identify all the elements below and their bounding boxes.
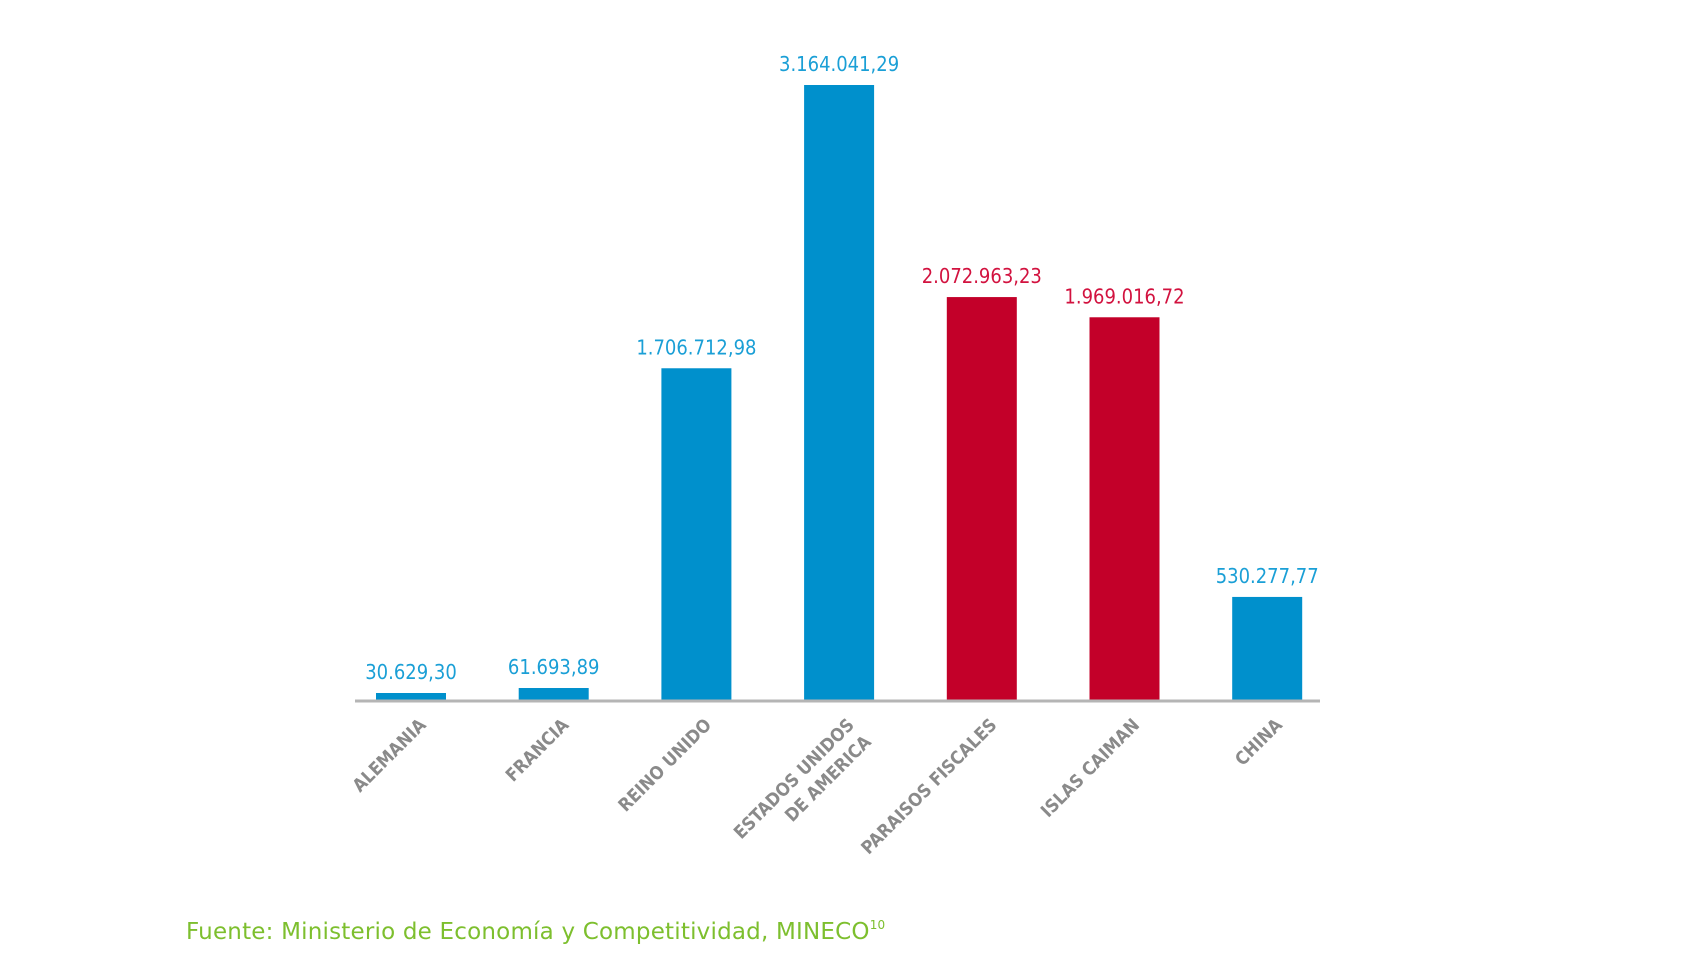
- value-label-francia: 61.693,89: [508, 655, 600, 679]
- value-label-islas-caiman: 1.969.016,72: [1064, 284, 1184, 308]
- bar-islas-caiman: [1089, 317, 1160, 700]
- category-label-line: ALEMANIA: [349, 714, 431, 796]
- category-label-line: PARAISOS FISCALES: [857, 715, 1001, 859]
- bar-china: [1232, 596, 1303, 700]
- bar-alemania: [376, 693, 446, 700]
- source-text: Fuente: Ministerio de Economía y Competi…: [186, 919, 870, 945]
- bar-estados-unidos-de-america: [804, 85, 875, 700]
- value-label-paraisos-fiscales: 2.072.963,23: [922, 264, 1042, 288]
- bar-reino-unido: [661, 368, 732, 700]
- category-label-line: REINO UNIDO: [614, 715, 715, 816]
- category-label-reino-unido: REINO UNIDO: [614, 715, 715, 816]
- bar-francia: [518, 688, 589, 700]
- category-label-line: FRANCIA: [502, 714, 574, 786]
- value-label-alemania: 30.629,30: [365, 660, 457, 684]
- category-label-line: CHINA: [1231, 714, 1287, 770]
- category-label-francia: FRANCIA: [502, 714, 574, 786]
- value-label-china: 530.277,77: [1216, 564, 1319, 588]
- category-label-alemania: ALEMANIA: [349, 714, 431, 796]
- category-label-china: CHINA: [1231, 714, 1287, 770]
- source-note: Fuente: Ministerio de Economía y Competi…: [186, 918, 885, 945]
- category-label-paraisos-fiscales: PARAISOS FISCALES: [857, 715, 1001, 859]
- value-label-reino-unido: 1.706.712,98: [636, 335, 756, 359]
- category-label-islas-caiman: ISLAS CAIMAN: [1037, 715, 1144, 822]
- category-label-estados-unidos-de-america: ESTADOS UNIDOSDE AMERICA: [730, 714, 876, 860]
- category-label-line: ISLAS CAIMAN: [1037, 715, 1144, 822]
- bar-paraisos-fiscales: [946, 297, 1017, 700]
- source-footnote: 10: [869, 918, 886, 932]
- value-label-estados-unidos-de-america: 3.164.041,29: [779, 52, 899, 76]
